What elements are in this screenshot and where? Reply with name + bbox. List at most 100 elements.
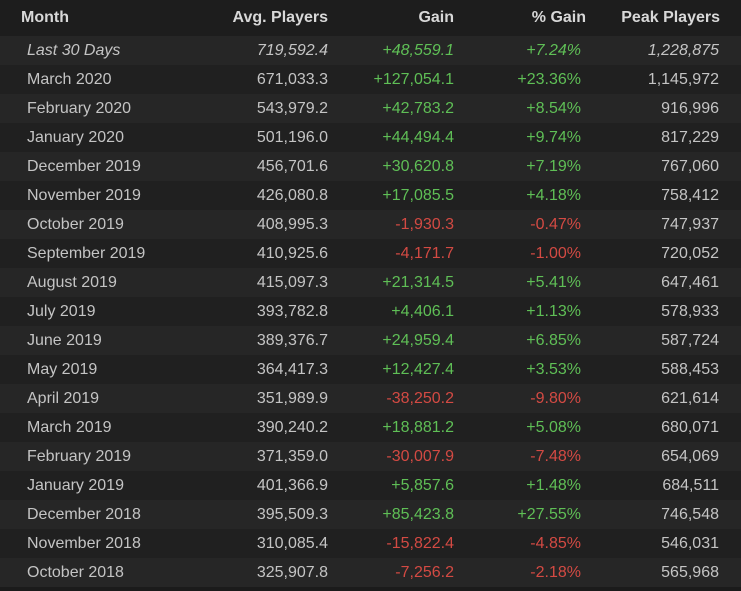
avg-players-cell: 456,701.6	[256, 157, 328, 175]
percent-gain-cell: +23.36%	[517, 70, 581, 88]
peak-players-cell: 746,548	[661, 505, 719, 523]
month-cell: January 2019	[27, 476, 124, 494]
percent-gain-cell: +4.18%	[526, 186, 581, 204]
month-cell: January 2020	[27, 128, 124, 146]
gain-cell: +5,857.6	[391, 476, 454, 494]
avg-players-cell: 395,509.3	[256, 505, 328, 523]
gain-cell: +44,494.4	[382, 128, 454, 146]
peak-players-cell: 684,511	[662, 476, 719, 494]
percent-gain-cell: -9.80%	[530, 389, 581, 407]
month-cell: February 2020	[27, 99, 132, 117]
table-row: Last 30 Days 719,592.4 +48,559.1 +7.24% 1,22…	[0, 36, 741, 65]
gain-cell: +42,783.2	[382, 99, 454, 117]
gain-cell: -1,930.3	[395, 215, 454, 233]
percent-gain-cell: -2.18%	[530, 563, 581, 581]
avg-players-cell: 371,359.0	[256, 447, 328, 465]
table-row: June 2019 389,376.7 +24,959.4 +6.85% 587,724	[0, 326, 741, 355]
avg-players-cell: 389,376.7	[256, 331, 328, 349]
avg-players-cell: 351,989.9	[256, 389, 328, 407]
peak-players-cell: 1,228,875	[647, 41, 719, 59]
peak-players-cell: 621,614	[661, 389, 719, 407]
month-cell: May 2019	[27, 360, 98, 378]
avg-players-cell: 325,907.8	[256, 563, 328, 581]
peak-players-cell: 647,461	[661, 273, 719, 291]
table-row: August 2019 415,097.3 +21,314.5 +5.41% 647,4…	[0, 268, 741, 297]
table-row: March 2019 390,240.2 +18,881.2 +5.08% 680,07…	[0, 413, 741, 442]
month-cell: Last 30 Days	[27, 41, 121, 59]
month-cell: December 2019	[27, 157, 141, 175]
percent-gain-cell: +1.48%	[526, 476, 581, 494]
avg-players-cell: 410,925.6	[256, 244, 328, 262]
percent-gain-cell: +27.55%	[517, 505, 581, 523]
avg-players-cell: 719,592.4	[256, 41, 328, 59]
avg-players-cell: 426,080.8	[256, 186, 328, 204]
column-header-percent-gain[interactable]: % Gain	[531, 9, 586, 26]
month-cell: February 2019	[27, 447, 132, 465]
month-cell: December 2018	[27, 505, 141, 523]
percent-gain-cell: +7.24%	[526, 41, 581, 59]
peak-players-cell: 680,071	[661, 418, 719, 436]
column-header-peak-players[interactable]: Peak Players	[621, 9, 720, 26]
avg-players-cell: 671,033.3	[256, 70, 328, 88]
peak-players-cell: 546,031	[661, 534, 719, 552]
percent-gain-cell: -1.00%	[530, 244, 581, 262]
avg-players-cell: 364,417.3	[256, 360, 328, 378]
table-row: November 2018 310,085.4 -15,822.4 -4.85% 546…	[0, 529, 741, 558]
column-header-month[interactable]: Month	[21, 9, 69, 26]
percent-gain-cell: +3.53%	[526, 360, 581, 378]
percent-gain-cell: -0.47%	[530, 215, 581, 233]
gain-cell: +30,620.8	[382, 157, 454, 175]
gain-cell: -4,171.7	[395, 244, 454, 262]
peak-players-cell: 817,229	[661, 128, 719, 146]
gain-cell: +4,406.1	[391, 302, 454, 320]
month-cell: September 2019	[27, 244, 146, 262]
month-cell: April 2019	[27, 389, 100, 407]
avg-players-cell: 501,196.0	[256, 128, 328, 146]
table-row: October 2018 325,907.8 -7,256.2 -2.18% 565,9…	[0, 558, 741, 587]
month-cell: October 2019	[27, 215, 124, 233]
table-row: December 2018 395,509.3 +85,423.8 +27.55% 74…	[0, 500, 741, 529]
table-row: February 2019 371,359.0 -30,007.9 -7.48% 654…	[0, 442, 741, 471]
gain-cell: +12,427.4	[382, 360, 454, 378]
peak-players-cell: 565,968	[661, 563, 719, 581]
month-cell: August 2019	[27, 273, 117, 291]
percent-gain-cell: +5.08%	[526, 418, 581, 436]
gain-cell: +17,085.5	[382, 186, 454, 204]
month-cell: July 2019	[27, 302, 96, 320]
column-header-gain[interactable]: Gain	[418, 9, 454, 26]
column-header-avg-players[interactable]: Avg. Players	[232, 9, 328, 26]
month-cell: March 2019	[27, 418, 112, 436]
avg-players-cell: 408,995.3	[256, 215, 328, 233]
avg-players-cell: 310,085.4	[256, 534, 328, 552]
gain-cell: +18,881.2	[382, 418, 454, 436]
avg-players-cell: 415,097.3	[256, 273, 328, 291]
gain-cell: -30,007.9	[386, 447, 454, 465]
peak-players-cell: 767,060	[661, 157, 719, 175]
peak-players-cell: 747,937	[661, 215, 719, 233]
month-cell: November 2019	[27, 186, 141, 204]
gain-cell: +24,959.4	[382, 331, 454, 349]
table-row: April 2019 351,989.9 -38,250.2 -9.80% 621,61…	[0, 384, 741, 413]
percent-gain-cell: +9.74%	[526, 128, 581, 146]
table-row: May 2019 364,417.3 +12,427.4 +3.53% 588,453	[0, 355, 741, 384]
gain-cell: +127,054.1	[373, 70, 454, 88]
peak-players-cell: 578,933	[661, 302, 719, 320]
table-row: November 2019 426,080.8 +17,085.5 +4.18% 758…	[0, 181, 741, 210]
peak-players-cell: 916,996	[661, 99, 719, 117]
peak-players-cell: 588,453	[661, 360, 719, 378]
peak-players-cell: 720,052	[661, 244, 719, 262]
percent-gain-cell: +8.54%	[526, 99, 581, 117]
header-row: Month Avg. Players Gain % Gain Peak Play…	[0, 0, 741, 36]
table-row: December 2019 456,701.6 +30,620.8 +7.19% 767…	[0, 152, 741, 181]
percent-gain-cell: +6.85%	[526, 331, 581, 349]
avg-players-cell: 393,782.8	[256, 302, 328, 320]
avg-players-cell: 543,979.2	[256, 99, 328, 117]
table-body: Last 30 Days 719,592.4 +48,559.1 +7.24% 1,22…	[0, 36, 741, 587]
percent-gain-cell: +5.41%	[526, 273, 581, 291]
gain-cell: +85,423.8	[382, 505, 454, 523]
percent-gain-cell: +1.13%	[526, 302, 581, 320]
month-cell: October 2018	[27, 563, 124, 581]
month-cell: March 2020	[27, 70, 112, 88]
